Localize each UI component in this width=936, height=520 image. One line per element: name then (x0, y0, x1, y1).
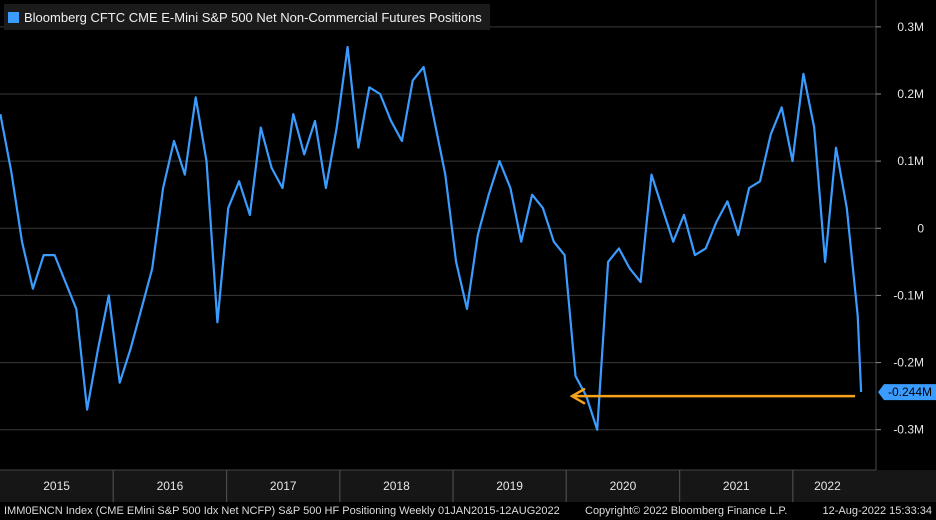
y-tick-label: 0.2M (897, 87, 924, 101)
footer-timestamp: 12-Aug-2022 15:33:34 (822, 505, 932, 517)
legend: Bloomberg CFTC CME E-Mini S&P 500 Net No… (4, 4, 490, 30)
y-tick-label: 0 (917, 221, 924, 235)
x-tick-label: 2021 (723, 479, 750, 493)
y-tick-label: 0.3M (897, 20, 924, 34)
x-tick-label: 2016 (157, 479, 184, 493)
last-value-label: -0.244M (888, 385, 932, 399)
x-tick-label: 2017 (270, 479, 297, 493)
x-axis-band: 2015 2016 2017 2018 2019 2020 2021 2022 (0, 469, 936, 502)
last-value-background (878, 384, 936, 401)
y-tick-label: 0.1M (897, 154, 924, 168)
chart-title: Bloomberg CFTC CME E-Mini S&P 500 Net No… (24, 9, 482, 25)
x-tick-label: 2019 (496, 479, 523, 493)
x-tick-label: 2018 (383, 479, 410, 493)
last-value-tag: -0.244M (878, 384, 936, 401)
footer-index-description: IMM0ENCN Index (CME EMini S&P 500 Idx Ne… (4, 505, 560, 517)
y-axis: 0.3M 0.2M 0.1M 0 -0.1M -0.2M -0.3M (875, 0, 924, 470)
chart-canvas: 2015 2016 2017 2018 2019 2020 2021 2022 0.3M 0.2… (0, 0, 936, 502)
annotation-arrow (569, 387, 856, 405)
x-tick-label: 2020 (610, 479, 637, 493)
grid-lines (0, 26, 876, 431)
y-tick-label: -0.3M (893, 423, 924, 437)
footer-bar: IMM0ENCN Index (CME EMini S&P 500 Idx Ne… (0, 502, 936, 520)
series-line (0, 45, 863, 431)
x-axis-background (0, 470, 936, 502)
x-tick-label: 2015 (43, 479, 70, 493)
y-tick-label: -0.2M (893, 356, 924, 370)
x-tick-label: 2022 (814, 479, 841, 493)
footer-copyright: Copyright© 2022 Bloomberg Finance L.P. (585, 505, 788, 517)
arrow-head (569, 387, 586, 405)
legend-swatch (8, 11, 19, 23)
y-tick-label: -0.1M (893, 288, 924, 302)
